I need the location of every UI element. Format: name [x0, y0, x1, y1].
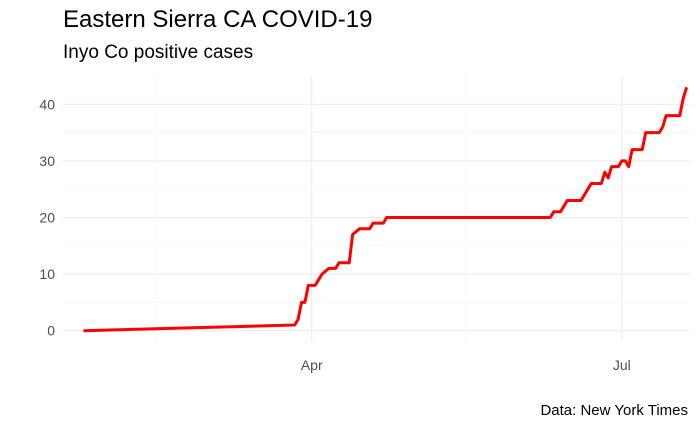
y-tick-label: 0: [47, 323, 55, 339]
y-axis-ticks: 0 10 20 30 40: [39, 96, 55, 338]
cases-line: [83, 86, 689, 333]
x-tick-label: Apr: [301, 357, 323, 373]
y-tick-label: 30: [39, 153, 55, 169]
minor-gridlines: [63, 76, 690, 342]
chart-subtitle: Inyo Co positive cases: [63, 42, 254, 63]
major-gridlines: [63, 76, 690, 342]
y-tick-label: 10: [39, 266, 55, 282]
chart-title: Eastern Sierra CA COVID-19: [63, 6, 373, 33]
x-tick-label: Jul: [613, 357, 631, 373]
y-tick-label: 40: [39, 96, 55, 112]
chart-caption: Data: New York Times: [540, 402, 688, 419]
series-layer: [83, 86, 689, 333]
y-tick-label: 20: [39, 209, 55, 225]
x-axis-ticks: Apr Jul: [301, 357, 631, 373]
